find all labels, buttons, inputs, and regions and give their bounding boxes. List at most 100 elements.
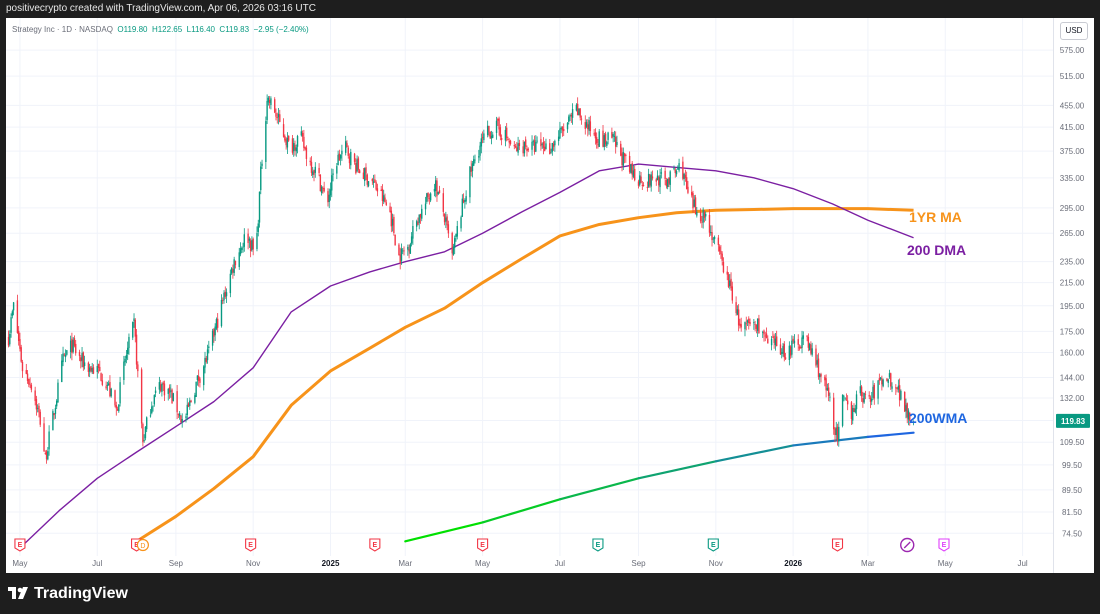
candle-body — [380, 189, 382, 192]
ma-1yr-line — [135, 207, 914, 543]
candle-body — [594, 132, 597, 139]
candle-body — [261, 163, 263, 166]
candle-body — [118, 404, 120, 412]
candle-body — [770, 338, 773, 346]
candle-body — [123, 361, 125, 381]
candle-body — [817, 358, 820, 377]
credit-text: positivecrypto created with TradingView.… — [6, 3, 316, 14]
candle-body — [64, 354, 67, 358]
y-tick-label: 160.00 — [1060, 349, 1085, 358]
x-tick-label: 2025 — [322, 559, 340, 568]
candle-body — [488, 125, 490, 132]
candle-body — [35, 399, 38, 410]
candle-body — [443, 213, 446, 223]
candle-body — [504, 129, 507, 141]
candle-body — [238, 252, 240, 268]
candle-body — [721, 253, 723, 261]
y-tick-label: 81.50 — [1062, 508, 1083, 517]
candle-body — [882, 379, 884, 387]
candle-body — [346, 143, 348, 148]
candle-body — [665, 180, 668, 187]
candle-body — [584, 122, 586, 129]
candle-body — [124, 358, 126, 363]
candle-body — [869, 397, 872, 402]
candle-body — [603, 135, 605, 147]
candle-body — [568, 116, 570, 122]
candle-body — [445, 217, 447, 222]
candle-body — [561, 126, 564, 131]
candle-body — [906, 403, 908, 418]
candle-body — [436, 180, 438, 197]
earnings-marker — [245, 538, 257, 552]
last-price-tag — [1056, 413, 1090, 428]
candle-body — [393, 216, 395, 233]
candle-body — [305, 147, 308, 159]
candle-body — [513, 145, 515, 147]
candle-body — [602, 130, 604, 147]
candle-body — [474, 159, 476, 161]
candle-body — [375, 182, 377, 190]
currency-button[interactable]: USD — [1060, 22, 1088, 40]
y-tick-label: 415.00 — [1060, 123, 1085, 132]
earnings-marker — [477, 538, 489, 552]
candle-body — [304, 147, 306, 150]
x-tick-label: Jul — [1017, 559, 1027, 568]
candle-body — [516, 147, 518, 152]
candle-body — [54, 408, 57, 414]
candle-body — [225, 292, 228, 297]
chart-canvas[interactable]: 74.5081.5089.5099.50109.50120.00132.0014… — [6, 18, 1094, 573]
candle-body — [88, 367, 91, 372]
earnings-marker-label: E — [480, 542, 485, 549]
candle-body — [718, 246, 721, 252]
candle-body — [782, 346, 784, 354]
candle-body — [252, 238, 254, 250]
candle-body — [429, 193, 432, 201]
candle-body — [651, 176, 654, 179]
candle-body — [784, 357, 787, 360]
candle-body — [194, 395, 196, 403]
y-tick-label: 455.00 — [1060, 101, 1085, 110]
earnings-marker-label: E — [711, 542, 716, 549]
candle-body — [730, 278, 732, 288]
candle-body — [710, 232, 712, 234]
candle-body — [871, 398, 873, 402]
candle-body — [775, 336, 778, 347]
chart-panel[interactable]: 74.5081.5089.5099.50109.50120.00132.0014… — [6, 18, 1094, 573]
candle-body — [604, 133, 607, 145]
earnings-marker — [369, 538, 381, 552]
candle-body — [623, 153, 626, 157]
y-tick-label: 74.50 — [1062, 529, 1083, 538]
candle-body — [735, 302, 737, 314]
candle-body — [470, 167, 472, 172]
tradingview-logo[interactable]: TradingView — [8, 585, 128, 603]
candle-body — [500, 138, 503, 140]
candle-body — [536, 140, 538, 142]
candle-body — [802, 335, 804, 339]
candle-body — [797, 339, 799, 345]
candle-body — [356, 159, 358, 172]
candle-body — [371, 179, 374, 182]
candle-body — [412, 225, 414, 239]
candle-body — [16, 300, 19, 333]
candle-body — [266, 100, 268, 120]
y-tick-label: 99.50 — [1062, 461, 1083, 470]
candle-body — [541, 143, 543, 145]
candle-body — [773, 335, 775, 343]
candle-body — [611, 131, 613, 138]
candle-body — [678, 163, 680, 171]
earnings-marker — [707, 538, 719, 552]
symbol-legend[interactable]: Strategy Inc · 1D · NASDAQ O119.80 H122.… — [12, 25, 309, 34]
candle-body — [171, 389, 173, 404]
candle-body — [208, 346, 210, 348]
candle-body — [211, 330, 214, 346]
candle-body — [613, 135, 616, 137]
candle-body — [73, 338, 76, 346]
legend-low: L116.40 — [186, 25, 215, 34]
candle-body — [329, 189, 332, 196]
candle-body — [701, 221, 703, 223]
candle-body — [374, 179, 376, 182]
candle-body — [410, 236, 413, 244]
earnings-marker — [14, 538, 26, 552]
candle-body — [345, 141, 347, 153]
candle-body — [691, 191, 693, 196]
